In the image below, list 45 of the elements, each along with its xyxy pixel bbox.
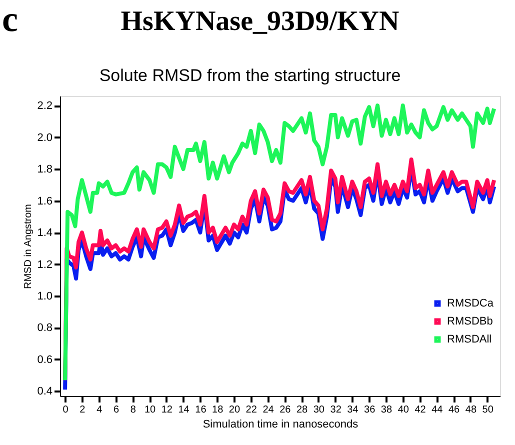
x-tick-label: 10: [144, 404, 156, 416]
x-tick-label: 44: [432, 404, 444, 416]
x-axis-title: Simulation time in nanoseconds: [202, 418, 359, 430]
y-tick-label: 1.4: [37, 227, 52, 240]
y-tick-label: 2.2: [37, 100, 52, 112]
x-tick-label: 50: [482, 404, 494, 416]
x-tick-label: 22: [246, 404, 258, 416]
y-tick-label: 1.8: [37, 164, 52, 176]
x-tick-label: 4: [96, 404, 103, 416]
x-tick-label: 28: [296, 404, 308, 416]
x-tick-label: 14: [178, 404, 190, 416]
y-tick-label: 2.0: [37, 132, 52, 144]
x-tick-label: 18: [212, 404, 224, 416]
legend-label: RMSDCa: [447, 298, 494, 310]
chart-title: HsKYNase_93D9/KYN: [120, 6, 400, 37]
legend-label: RMSDAll: [447, 334, 492, 346]
x-tick-label: 16: [195, 404, 207, 416]
x-tick-label: 34: [347, 404, 359, 416]
x-tick-label: 48: [465, 404, 477, 416]
x-tick-label: 36: [364, 404, 376, 416]
x-tick-label: 2: [80, 404, 86, 416]
line-series: [63, 104, 496, 382]
x-tick-label: 0: [62, 404, 69, 416]
x-tick-label: 6: [113, 404, 120, 416]
y-tick-label: 0.6: [37, 354, 52, 366]
chart-subtitle: Solute RMSD from the starting structure: [99, 66, 401, 85]
y-tick-label: 0.4: [37, 386, 52, 398]
x-tick-label: 30: [313, 404, 325, 416]
x-tick-label: 42: [414, 404, 426, 416]
text: c: [2, 0, 18, 39]
y-tick-label: 1.6: [37, 195, 52, 208]
y-tick-label: 1.0: [37, 290, 52, 302]
y-tick-label: 0.8: [37, 322, 52, 334]
y-tick-label: 1.2: [37, 258, 52, 271]
x-tick-label: 46: [448, 404, 460, 416]
x-tick-label: 32: [330, 404, 342, 416]
x-tick-label: 12: [161, 404, 173, 416]
x-tick-label: 8: [130, 404, 136, 416]
x-tick-label: 38: [380, 404, 392, 416]
x-tick-label: 40: [398, 404, 410, 416]
x-tick-label: 24: [262, 404, 274, 416]
x-tick-label: 26: [280, 404, 292, 416]
x-tick-label: 20: [228, 404, 240, 416]
legend-label: RMSDBb: [447, 316, 493, 328]
y-axis-title: RMSD in Angstrom: [23, 204, 34, 290]
